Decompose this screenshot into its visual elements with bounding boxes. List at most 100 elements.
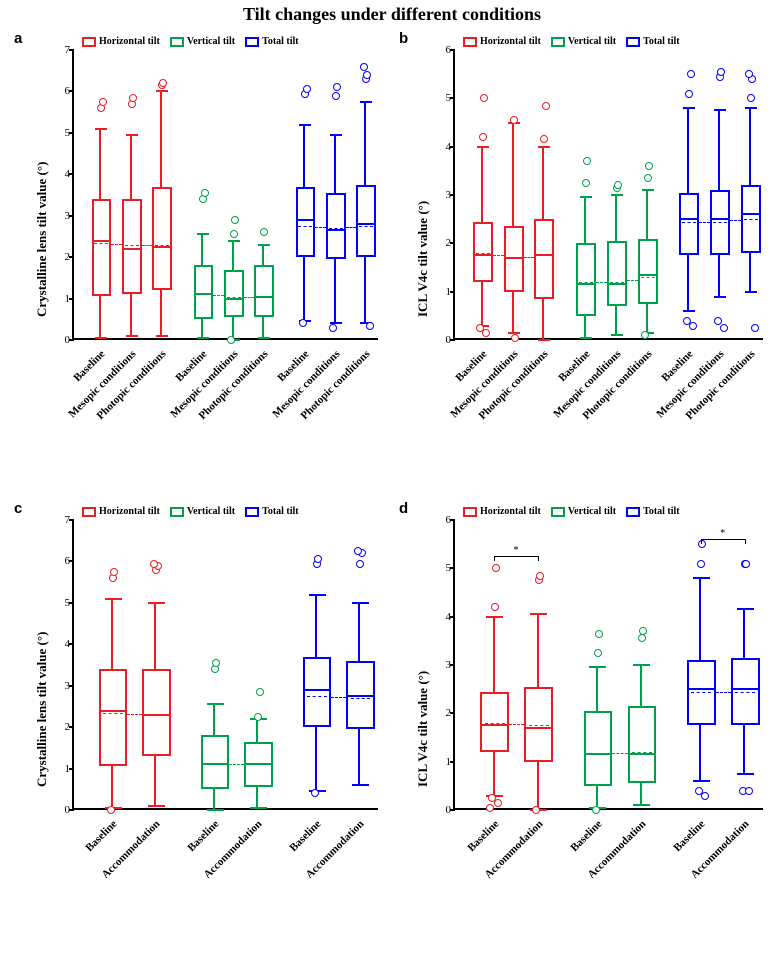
legend-swatch-icon [626,507,640,517]
box [576,243,596,316]
whisker-cap [156,335,168,337]
outlier [366,322,374,330]
group-connector [627,280,638,281]
panel-label: a [14,30,22,47]
legend-swatch-icon [626,37,640,47]
mean-line [529,725,549,726]
significance-bar [701,539,745,540]
mean-line [476,253,490,254]
whisker-cap [309,594,326,596]
median-line [346,695,374,697]
median-line [356,223,376,225]
significance-bar [495,556,539,557]
outlier [303,85,311,93]
mean-line [307,696,327,697]
outlier [742,560,750,568]
mean-line [507,258,521,259]
box [584,711,613,786]
whisker-cap [352,784,369,786]
median-line [687,688,716,690]
legend: Horizontal tiltVertical tiltTotal tilt [463,36,680,47]
outlier [595,630,603,638]
box [473,222,493,282]
group-connector [331,697,346,698]
legend-item-horizontal: Horizontal tilt [463,36,541,47]
outlier [714,317,722,325]
legend: Horizontal tilt Vertical tilt Total tilt [82,506,299,517]
box [142,669,170,756]
whisker-cap [693,577,710,579]
outlier [638,634,646,642]
median-line [710,218,730,220]
y-axis-label: Crystalline lens tilt value (°) [34,161,50,316]
outlier [645,162,653,170]
legend-text: Horizontal tilt [480,506,541,517]
median-line [607,283,627,285]
whisker-cap [197,233,209,235]
outlier [494,799,502,807]
legend-swatch-icon [82,507,96,517]
whisker-cap [486,616,503,618]
whisker-cap [105,598,122,600]
group-connector [699,222,710,223]
mean-line [329,228,343,229]
y-tick-mark [69,602,74,604]
whisker-cap [714,296,726,298]
mean-line [588,754,608,755]
outlier [536,572,544,580]
median-line [628,753,657,755]
outlier [594,649,602,657]
y-tick-mark [450,49,455,51]
outlier [685,90,693,98]
box [254,265,274,317]
y-tick-mark [69,215,74,217]
group-connector [127,714,142,715]
legend-item-horizontal: Horizontal tilt [82,506,160,517]
panel-label: c [14,500,22,517]
outlier [356,560,364,568]
outlier [230,230,238,238]
mean-line [257,297,271,298]
group-connector [346,227,357,228]
legend-swatch-icon [551,507,565,517]
whisker-cap [126,335,138,337]
group-connector [524,257,535,258]
outlier [150,560,158,568]
outlier [689,322,697,330]
outlier [540,135,548,143]
median-line [92,240,112,242]
outlier [299,319,307,327]
legend-item-vertical: Vertical tilt [170,506,235,517]
mean-line [641,277,655,278]
y-tick-mark [450,97,455,99]
median-line [741,213,761,215]
significance-tick [538,556,539,561]
box [296,187,316,257]
outlier [479,133,487,141]
panel-a: a01234567Crystalline lens tilt value (°)… [10,30,390,475]
group-connector [509,724,524,725]
y-tick-mark [450,664,455,666]
outlier [332,92,340,100]
mean-line [632,752,652,753]
y-axis-label: Crystalline lens tilt value (°) [34,631,50,786]
mean-line [485,723,505,724]
mean-line [610,282,624,283]
group-connector [142,245,153,246]
whisker-cap [126,134,138,136]
mean-line [691,692,711,693]
whisker-cap [156,90,168,92]
legend-text: Total tilt [262,506,299,517]
panel-label: d [399,500,408,517]
legend-swatch-icon [463,507,477,517]
mean-line [147,715,167,716]
whisker-cap [538,339,550,341]
outlier [491,603,499,611]
panel-label: b [399,30,408,47]
outlier [212,659,220,667]
outlier [717,68,725,76]
y-tick-mark [450,809,455,811]
box [628,706,657,783]
outlier [256,688,264,696]
y-tick-mark [69,685,74,687]
